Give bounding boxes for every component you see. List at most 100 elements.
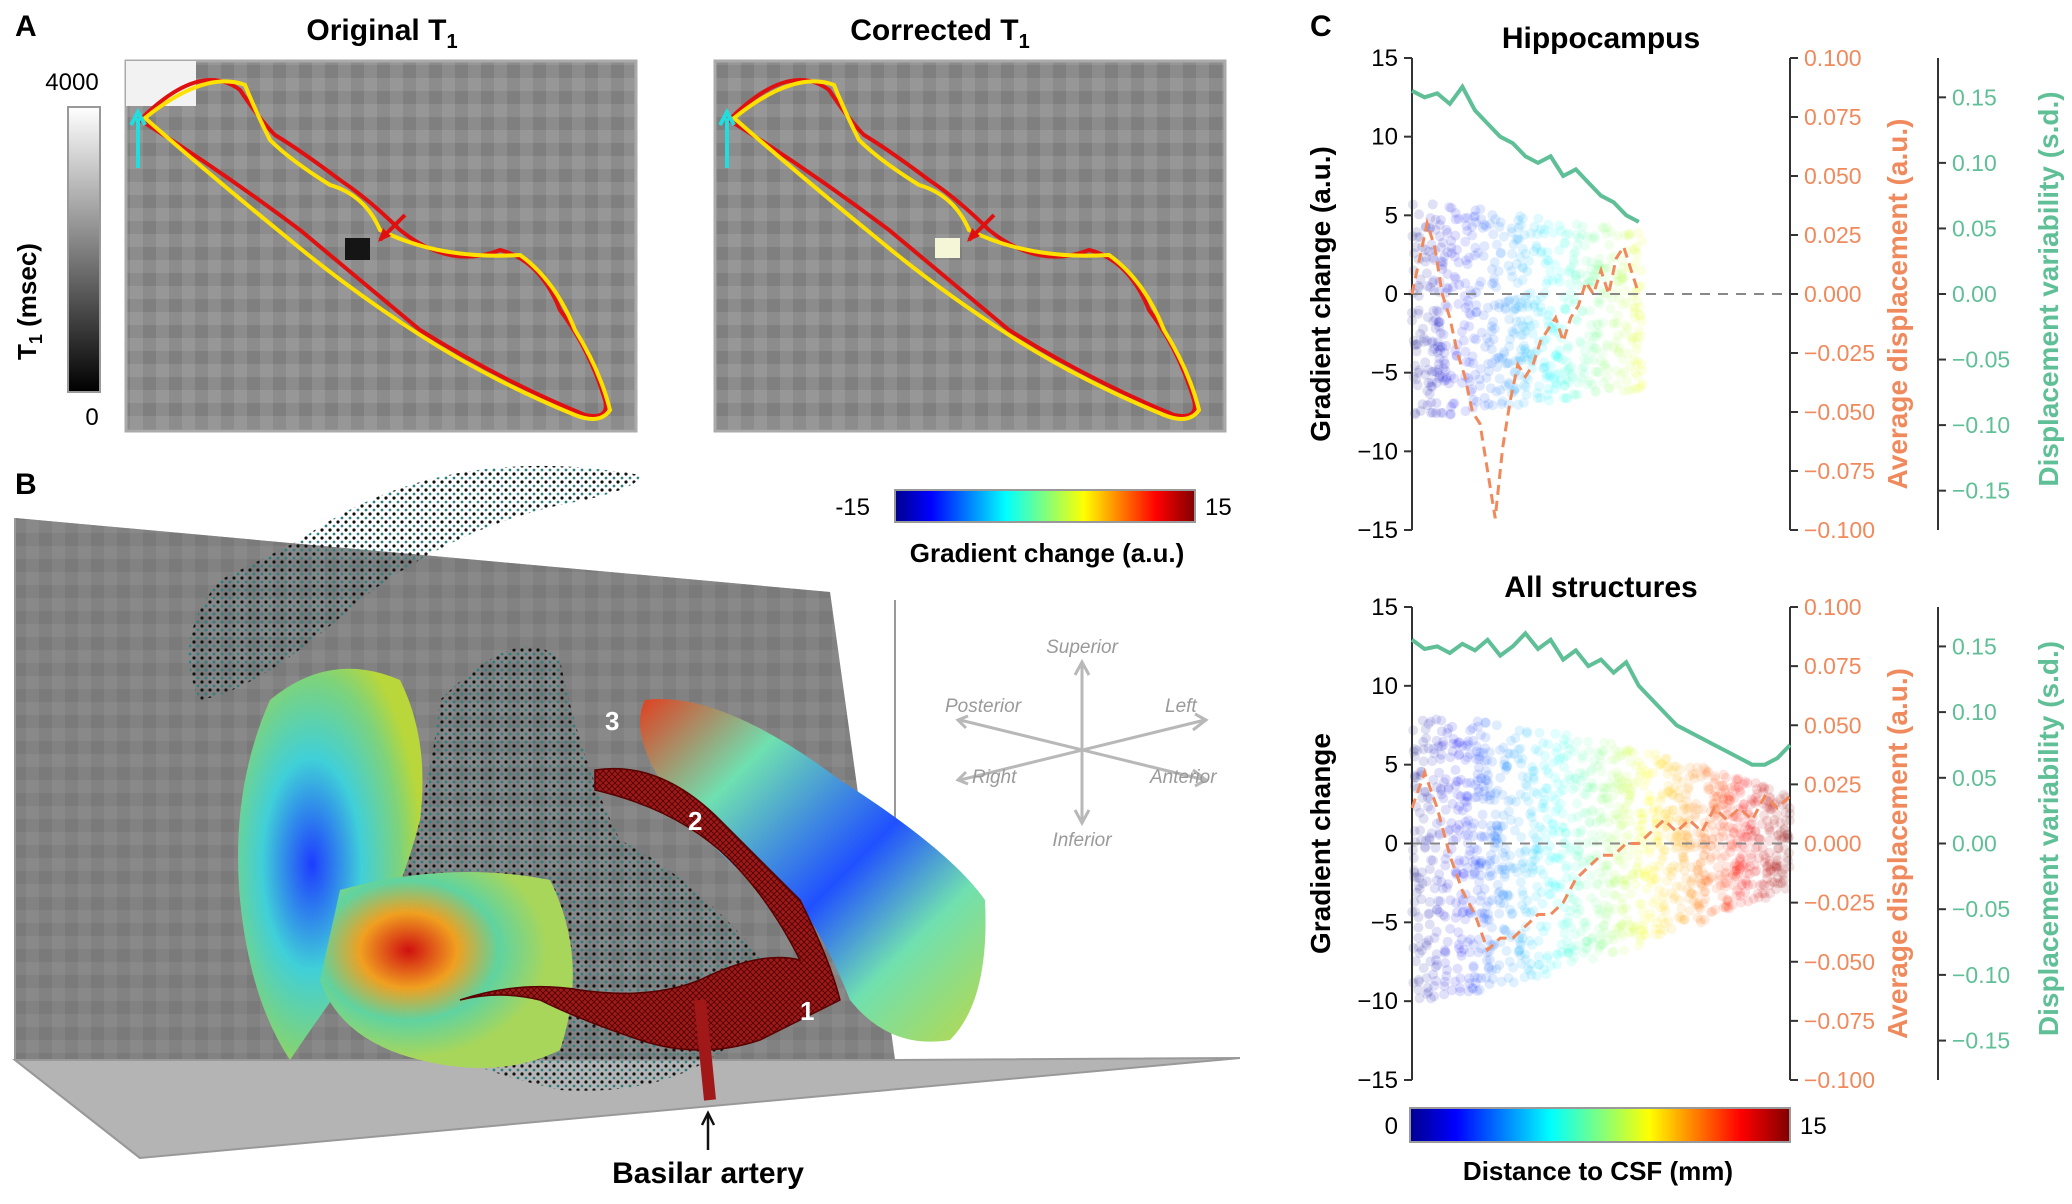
scatter-point	[1769, 867, 1779, 877]
scatter-point	[1480, 717, 1491, 728]
scatter-point	[1631, 248, 1642, 259]
scatter-point	[1694, 873, 1705, 884]
scatter-point	[1536, 248, 1546, 258]
scatter-point	[1460, 914, 1471, 925]
scatter-point	[1581, 944, 1592, 955]
scatter-point	[1453, 927, 1464, 938]
scatter-point	[1540, 783, 1551, 794]
scatter-point	[1426, 397, 1437, 408]
scatter-point	[1438, 740, 1449, 751]
scatter-point	[1571, 850, 1582, 861]
scatter-point	[1430, 842, 1441, 853]
scatter-point	[1415, 274, 1426, 285]
scatter-point	[1484, 979, 1495, 989]
scatter-point	[1624, 794, 1635, 804]
scatter-point	[1700, 876, 1711, 887]
scatter-point	[1630, 879, 1641, 890]
scatter-point	[1655, 842, 1666, 852]
scatter-point	[1488, 334, 1499, 345]
scatter-point	[1723, 901, 1733, 912]
scatter-point	[1729, 781, 1740, 792]
scatter-point	[1617, 786, 1628, 797]
scatter-point	[1627, 384, 1638, 395]
scatter-point	[1504, 379, 1515, 390]
scatter-point	[1506, 863, 1517, 874]
scatter-point	[1458, 944, 1469, 955]
scatter-point	[1449, 251, 1460, 262]
scatter-point	[1464, 978, 1475, 989]
scatter-point	[1421, 835, 1432, 846]
scatter-point	[1717, 794, 1728, 805]
original-yellow-contour	[141, 79, 613, 421]
scatter-point	[1659, 925, 1669, 936]
scatter-point	[1520, 248, 1531, 259]
scatter-point	[1677, 848, 1688, 859]
scatter-point	[1557, 808, 1568, 819]
scatter-point	[1478, 747, 1489, 758]
scatter-point	[1440, 804, 1451, 815]
scatter-point	[1640, 765, 1651, 776]
scatter-point	[1485, 867, 1496, 878]
scatter-point	[1495, 898, 1506, 909]
scatter-point	[1701, 767, 1712, 778]
scatter-point	[1700, 870, 1711, 881]
scatter-point	[1764, 847, 1775, 858]
scatter-point	[1654, 861, 1664, 872]
scatter-point	[1638, 844, 1649, 855]
scatter-point	[1477, 832, 1488, 843]
scatter-point	[1610, 754, 1621, 765]
scatter-point	[1707, 871, 1717, 882]
scatter-point	[1531, 891, 1542, 902]
scatter-point	[1576, 373, 1587, 383]
scatter-point	[1442, 965, 1452, 975]
scatter-point	[1462, 796, 1472, 807]
right1-tick-label: 0.075	[1804, 104, 1862, 130]
scatter-point	[1450, 780, 1461, 791]
scatter-point	[1512, 233, 1523, 244]
scatter-point	[1584, 817, 1595, 828]
scatter-point	[1772, 855, 1783, 866]
scatter-point	[1554, 276, 1565, 287]
scatter-point	[1445, 409, 1456, 419]
scatter-point	[1442, 247, 1453, 258]
scatter-point	[1769, 818, 1780, 829]
scatter-point	[1621, 747, 1632, 758]
scatter-point	[1663, 805, 1674, 816]
scatter-point	[1529, 766, 1540, 777]
scatter-point	[1623, 850, 1634, 861]
scatter-point	[1484, 914, 1494, 925]
scatter-point	[1668, 790, 1679, 801]
gradient-colorbar-max: 15	[1205, 494, 1232, 521]
scatter-point	[1665, 863, 1676, 873]
scatter-point	[1592, 761, 1603, 771]
left-tick-label: −15	[1357, 1067, 1398, 1094]
scatter-point	[1676, 829, 1687, 840]
scatter-point	[1636, 808, 1647, 819]
scatter-point	[1660, 906, 1671, 917]
scatter-point	[1513, 946, 1524, 957]
scatter-point	[1429, 991, 1440, 1002]
scatter-point	[1422, 385, 1433, 396]
scatter-point	[1485, 790, 1496, 801]
scatter-point	[1481, 372, 1492, 383]
scatter-point	[1535, 921, 1546, 932]
scatter-point	[1596, 356, 1607, 367]
scatter-point	[1626, 786, 1637, 797]
scatter-point	[1673, 836, 1684, 847]
scatter-point	[1470, 855, 1481, 865]
scatter-point	[1602, 222, 1613, 232]
scatter-point	[1727, 811, 1738, 822]
scatter-point	[1678, 799, 1689, 810]
scatter-point	[1599, 737, 1610, 748]
scatter-point	[1520, 381, 1531, 392]
orientation-right: Right	[972, 767, 1017, 788]
scatter-point	[1421, 940, 1432, 951]
original-t1-title: Original T1	[306, 14, 457, 53]
scatter-point	[1683, 893, 1694, 904]
scatter-point	[1616, 918, 1627, 929]
scatter-point	[1468, 358, 1479, 369]
scatter-point	[1581, 808, 1592, 818]
scatter-point	[1563, 297, 1574, 307]
scatter-point	[1517, 213, 1528, 224]
scatter-point	[1655, 795, 1666, 806]
